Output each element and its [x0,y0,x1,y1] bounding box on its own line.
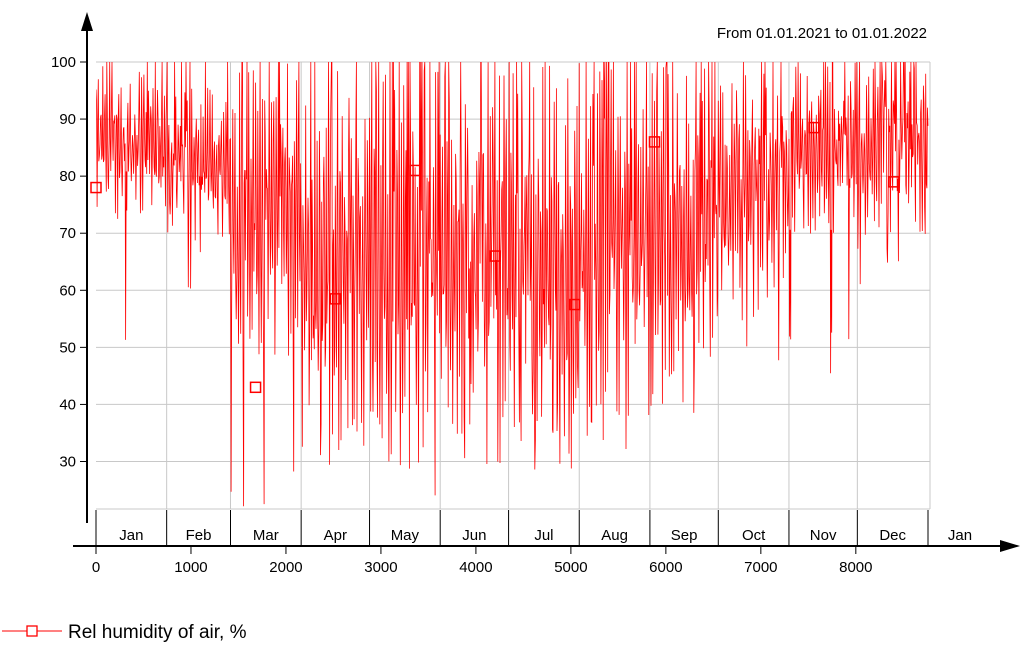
month-label: Dec [879,527,906,544]
x-tick-label: 5000 [554,559,587,576]
month-label: Jun [462,527,486,544]
x-tick-label: 4000 [459,559,492,576]
month-label: Sep [671,527,698,544]
y-tick-label: 40 [59,396,76,413]
axes: 30 40 50 60 70 80 90 100 Jan Feb Mar Apr May Jun Jul Au… [51,12,1020,576]
chart-title: From 01.01.2021 to 01.01.2022 [717,25,927,42]
month-label: Aug [601,527,628,544]
y-axis-arrow [81,12,93,31]
series-marker [808,121,820,134]
y-tick-label: 90 [59,111,76,128]
series-humidity [96,62,929,507]
series-marker [568,298,581,311]
legend-square-marker [26,625,38,637]
month-label: Feb [186,527,212,544]
month-label: Oct [742,527,766,544]
month-label: Mar [253,527,279,544]
legend-label: Rel humidity of air, % [68,622,247,643]
legend: Rel humidity of air, % [2,622,247,643]
x-tick-label: 2000 [269,559,302,576]
x-tick-label: 8000 [839,559,872,576]
month-label: Apr [324,527,347,544]
series-marker [90,181,102,194]
y-tick-label: 100 [51,54,76,71]
humidity-series-line [96,62,929,507]
y-tick-label: 30 [59,454,76,471]
series-marker [409,164,421,177]
y-tick-label: 70 [59,225,76,242]
series-marker [329,293,342,305]
month-label: Jul [534,527,553,544]
month-label: Nov [810,527,837,544]
y-tick-label: 60 [59,282,76,299]
x-tick-label: 7000 [744,559,777,576]
x-tick-label: 3000 [364,559,397,576]
y-tick-label: 50 [59,339,76,356]
series-markers [90,121,900,394]
x-axis-arrow [1000,540,1020,552]
x-tick-label: 0 [92,559,100,576]
y-tick-label: 80 [59,168,76,185]
month-label: Jan [119,527,143,544]
month-label: May [391,527,420,544]
series-marker [249,381,262,394]
series-marker [888,176,900,188]
x-tick-label: 1000 [174,559,207,576]
month-label: Jan [948,527,972,544]
series-marker [648,136,661,148]
series-marker [489,250,501,262]
x-tick-label: 6000 [649,559,682,576]
